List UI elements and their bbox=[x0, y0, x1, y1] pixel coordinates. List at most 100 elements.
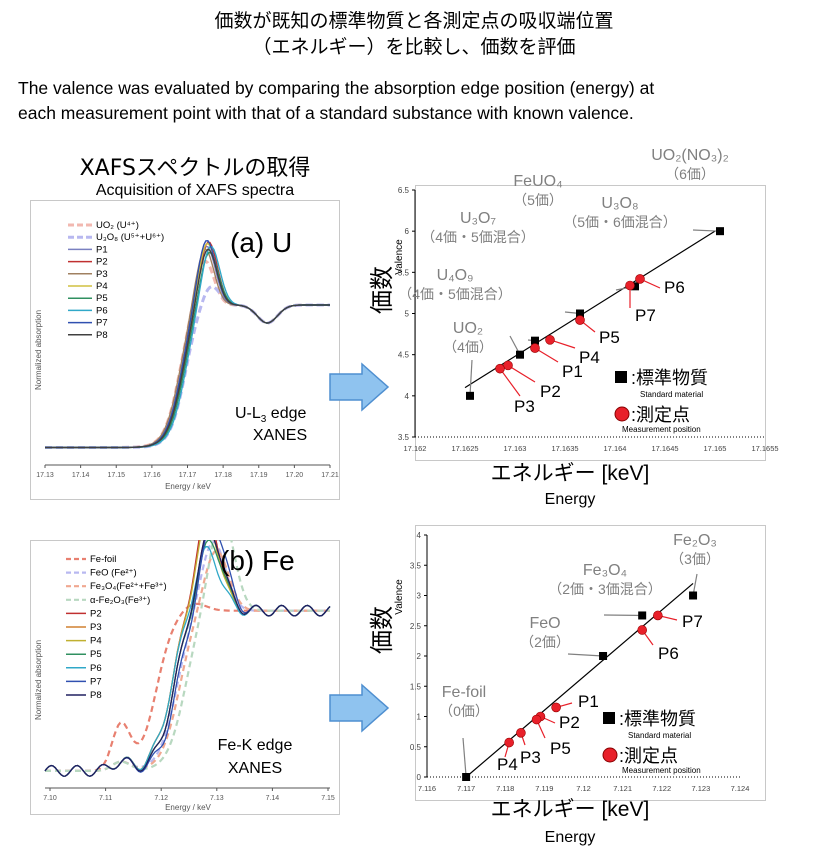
standard-annotation-valence: （4価・5価混合） bbox=[421, 229, 535, 245]
fe-xanes-ylabel: Normalized absorption bbox=[34, 640, 43, 720]
standard-annotation-name: Fe₂O₃ bbox=[673, 532, 717, 549]
u-xanes-ylabel: Normalized absorption bbox=[34, 310, 43, 390]
standard-annotation-valence: （2価） bbox=[520, 634, 570, 650]
x-tick-label: 17.165 bbox=[704, 444, 727, 453]
x-tick-label: 17.1625 bbox=[451, 444, 478, 453]
u-valence-ylabel-jp: 価数 bbox=[369, 266, 396, 314]
y-tick-label: 5 bbox=[405, 310, 410, 319]
legend-label: P8 bbox=[90, 690, 102, 701]
legend-measurement-jp: :測定点 bbox=[619, 746, 678, 766]
x-tick-label: 7.12 bbox=[576, 784, 591, 793]
measurement-label: P1 bbox=[562, 362, 583, 381]
standard-annotation-name: Fe₃O₄ bbox=[583, 562, 627, 579]
y-tick-label: 3.5 bbox=[410, 561, 422, 570]
legend-measurement-en: Measurement position bbox=[622, 766, 701, 775]
arrow-right-icon bbox=[329, 683, 390, 733]
legend-measurement-en: Measurement position bbox=[622, 425, 701, 434]
measurement-marker bbox=[635, 274, 645, 284]
y-tick-label: 4 bbox=[405, 392, 410, 401]
y-tick-label: 6 bbox=[405, 227, 410, 236]
fe-edge-xanes: XANES bbox=[228, 760, 282, 777]
y-tick-label: 4 bbox=[417, 531, 422, 540]
measurement-label: P7 bbox=[635, 306, 656, 325]
spectrum-line bbox=[45, 549, 330, 772]
title-jp-line1: 価数が既知の標準物質と各測定点の吸収端位置 bbox=[214, 10, 614, 32]
legend-label: P2 bbox=[90, 608, 102, 619]
measurement-label: P2 bbox=[559, 713, 580, 732]
standard-annotation-valence: （2価・3価混合） bbox=[548, 581, 662, 597]
standard-annotation-valence: （5価） bbox=[513, 192, 563, 208]
x-tick-label: 17.1635 bbox=[551, 444, 578, 453]
standard-annotation-valence: （4価） bbox=[443, 339, 493, 355]
x-tick-label: 7.13 bbox=[210, 795, 224, 802]
measurement-label: P6 bbox=[664, 278, 685, 297]
measurement-marker bbox=[504, 737, 514, 748]
title-jp-line2: （エネルギー）を比較し、価数を評価 bbox=[252, 36, 576, 58]
legend-label: P6 bbox=[90, 663, 102, 674]
measurement-label: P4 bbox=[579, 348, 600, 367]
spectrum-line bbox=[44, 540, 331, 777]
x-tick-label: 7.122 bbox=[652, 784, 671, 793]
x-tick-label: 7.123 bbox=[691, 784, 710, 793]
measurement-marker bbox=[625, 280, 635, 291]
y-tick-label: 5.5 bbox=[398, 268, 410, 277]
fe-valence-xlabel-jp: エネルギー [keV] bbox=[491, 798, 650, 821]
measurement-label: P1 bbox=[578, 692, 599, 711]
u-edge-label: U-L3 edge bbox=[235, 405, 306, 425]
annotation-leader bbox=[567, 653, 604, 657]
standard-marker bbox=[631, 282, 639, 291]
x-tick-label: 7.118 bbox=[496, 784, 514, 793]
measurement-marker bbox=[503, 360, 513, 371]
standard-annotation-name: U₃O₈ bbox=[601, 195, 638, 212]
standard-annotation-name: FeUO₄ bbox=[513, 173, 562, 190]
measurement-marker bbox=[531, 714, 542, 725]
fe-valence-chart: 0 0.5 1 1.5 2 2.5 3 3.5 4 7.116 7.117 7.118 7.119 7.1… bbox=[369, 525, 766, 846]
y-tick-label: 0 bbox=[417, 773, 422, 782]
x-tick-label: 7.116 bbox=[418, 784, 436, 793]
legend-label: P4 bbox=[96, 281, 108, 292]
standard-marker bbox=[466, 391, 474, 400]
legend-label: P5 bbox=[90, 649, 102, 660]
x-tick-label: 17.13 bbox=[36, 472, 54, 479]
legend-label: P7 bbox=[96, 318, 108, 329]
fe-xanes-chart: 7.10 7.11 7.12 7.13 7.14 7.15 Normalized abso… bbox=[30, 540, 340, 815]
legend-label: P8 bbox=[96, 330, 108, 341]
legend-label: α-Fe₂O₃(Fe³⁺) bbox=[90, 595, 150, 606]
spectrum-line bbox=[45, 540, 330, 772]
standard-annotation-name: U₃O₇ bbox=[460, 210, 496, 227]
title-en-line2: each measurement point with that of a st… bbox=[18, 103, 634, 123]
standard-annotation-name: UO₂(NO₃)₂ bbox=[651, 147, 729, 164]
x-tick-label: 7.15 bbox=[321, 795, 335, 802]
u-valence-ylabel-en: Valence bbox=[394, 239, 405, 275]
u-valence-chart: 3.5 4 4.5 5 5.5 6 6.5 17.162 17.1625 17.163 17.163… bbox=[369, 147, 779, 508]
legend-standard-marker bbox=[615, 371, 627, 383]
y-tick-label: 4.5 bbox=[398, 351, 410, 360]
legend-label: UO₂ (U⁴⁺) bbox=[96, 220, 139, 231]
measurement-marker bbox=[551, 702, 561, 713]
legend-measurement-marker bbox=[602, 747, 618, 763]
legend-label: P1 bbox=[96, 244, 108, 255]
y-tick-label: 0.5 bbox=[410, 743, 422, 752]
standard-annotation-valence: （4価・5価混合） bbox=[398, 286, 512, 302]
standard-annotation-name: FeO bbox=[529, 615, 560, 632]
measurement-label: P3 bbox=[514, 397, 535, 416]
y-tick-label: 3 bbox=[417, 592, 422, 601]
legend-label: P3 bbox=[90, 622, 102, 633]
x-tick-label: 7.119 bbox=[535, 784, 553, 793]
standard-marker bbox=[462, 773, 471, 781]
legend-label: U₃O₈ (U⁵⁺+U⁶⁺) bbox=[96, 232, 164, 243]
x-tick-label: 7.121 bbox=[613, 784, 632, 793]
fe-valence-legend: :標準物質 Standard material :測定点 Measurement… bbox=[602, 709, 701, 775]
legend-label: P3 bbox=[96, 269, 108, 280]
measurement-leader bbox=[499, 368, 521, 397]
standard-marker bbox=[638, 611, 647, 620]
standard-marker bbox=[576, 309, 584, 318]
legend-label: P4 bbox=[90, 636, 102, 647]
section-title-jp: XAFSスペクトルの取得 bbox=[79, 156, 311, 181]
legend-standard-jp: :標準物質 bbox=[619, 709, 696, 729]
legend-standard-en: Standard material bbox=[640, 390, 703, 399]
measurement-marker bbox=[545, 335, 555, 345]
legend-standard-jp: :標準物質 bbox=[631, 368, 708, 388]
u-panel-label: (a) U bbox=[230, 227, 292, 258]
legend-measurement-jp: :測定点 bbox=[631, 405, 690, 425]
